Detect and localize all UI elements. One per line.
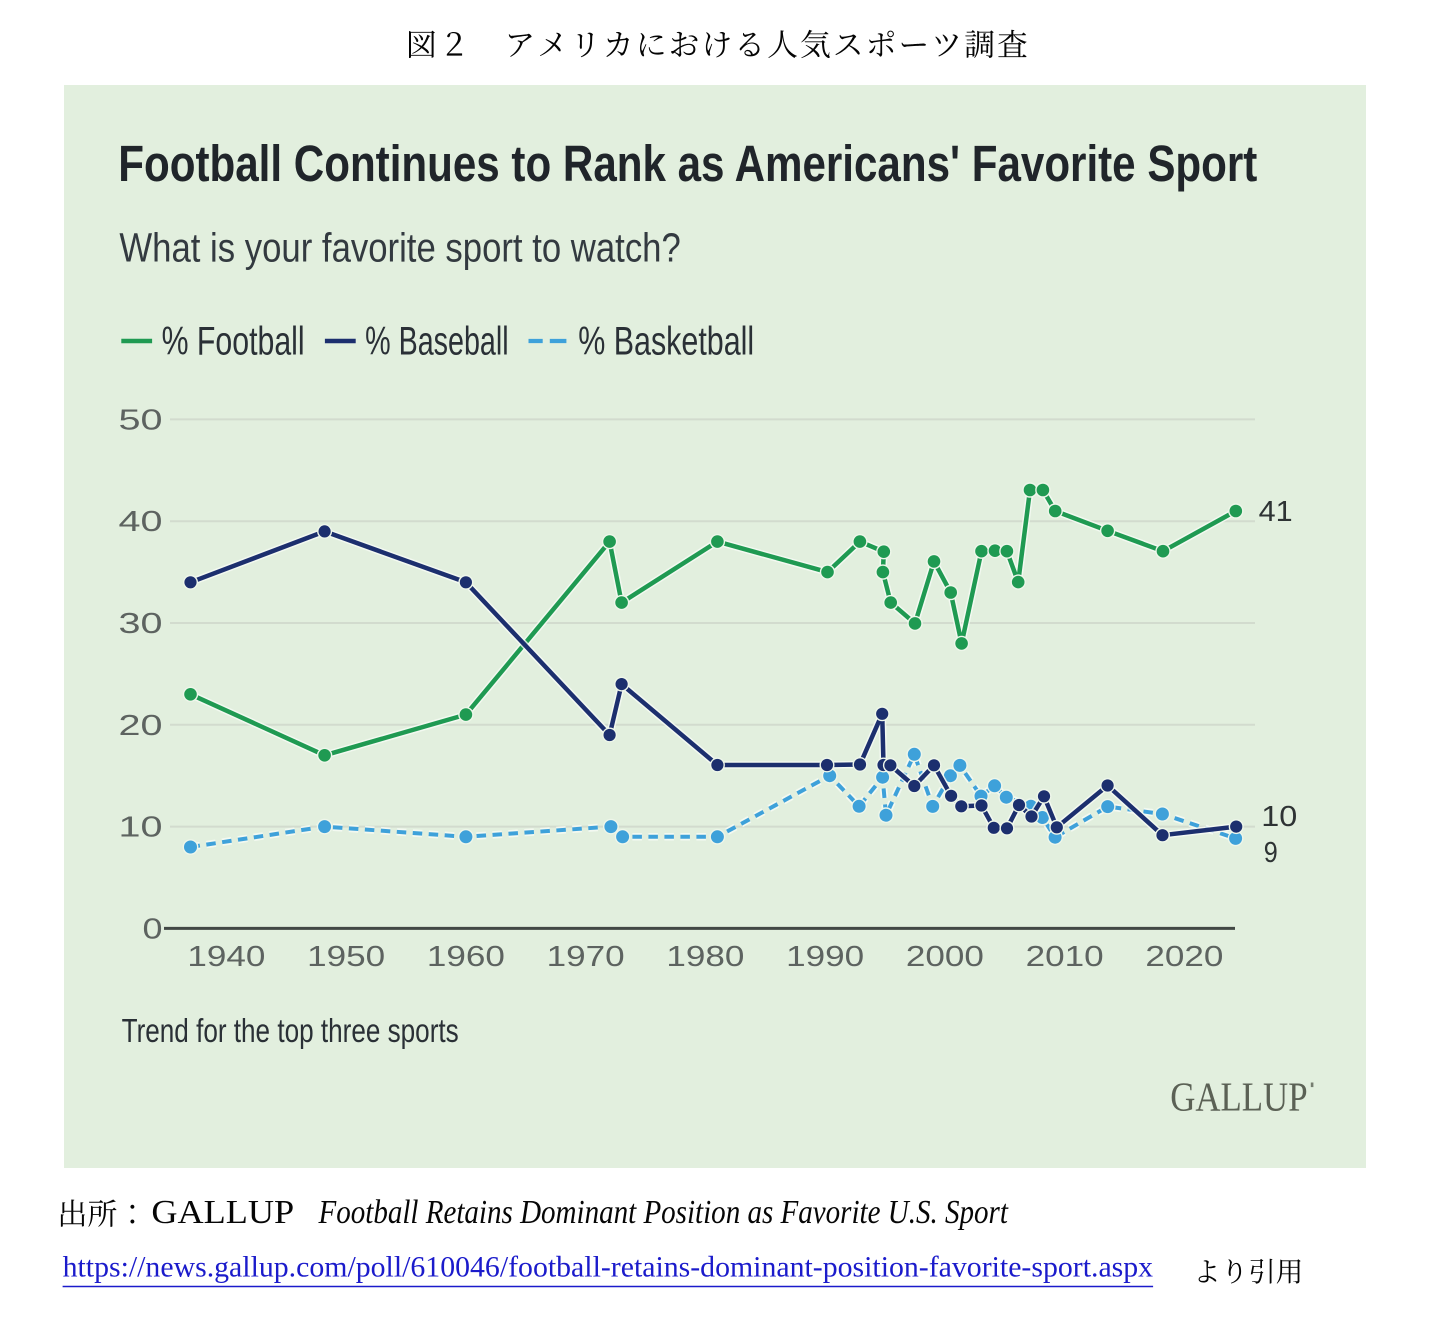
svg-text:1970: 1970 [547, 941, 625, 973]
svg-text:% Baseball: % Baseball [365, 320, 509, 364]
svg-text:0: 0 [143, 913, 163, 945]
svg-text:41: 41 [1259, 496, 1293, 528]
svg-text:GALLUP: GALLUP [151, 1194, 294, 1231]
svg-text:40: 40 [119, 506, 163, 538]
svg-text:2000: 2000 [906, 941, 984, 973]
svg-text:50: 50 [119, 404, 163, 436]
svg-text:1950: 1950 [307, 941, 385, 973]
svg-text:What is your favorite sport to: What is your favorite sport to watch? [119, 225, 680, 271]
svg-text:1960: 1960 [427, 941, 505, 973]
svg-text:20: 20 [119, 710, 163, 742]
svg-text:Football Continues to Rank as: Football Continues to Rank as Americans'… [118, 135, 1257, 192]
svg-text:1990: 1990 [786, 941, 864, 973]
svg-text:30: 30 [119, 608, 163, 640]
svg-text:% Football: % Football [162, 320, 305, 364]
svg-text:https://news.gallup.com/poll/6: https://news.gallup.com/poll/610046/foot… [63, 1252, 1154, 1284]
svg-text:1980: 1980 [666, 941, 744, 973]
svg-text:9: 9 [1264, 837, 1278, 869]
svg-text:Football Retains Dominant Posi: Football Retains Dominant Position as Fa… [318, 1194, 1010, 1231]
svg-text:GALLUP: GALLUP [1170, 1073, 1307, 1119]
svg-text:1940: 1940 [187, 941, 265, 973]
svg-text:2020: 2020 [1145, 941, 1223, 973]
svg-text:10: 10 [1261, 801, 1297, 833]
svg-text:10: 10 [119, 812, 163, 844]
svg-text:% Basketball: % Basketball [578, 320, 754, 364]
svg-text:Trend for the top three sports: Trend for the top three sports [122, 1012, 459, 1049]
svg-text:2010: 2010 [1026, 941, 1104, 973]
